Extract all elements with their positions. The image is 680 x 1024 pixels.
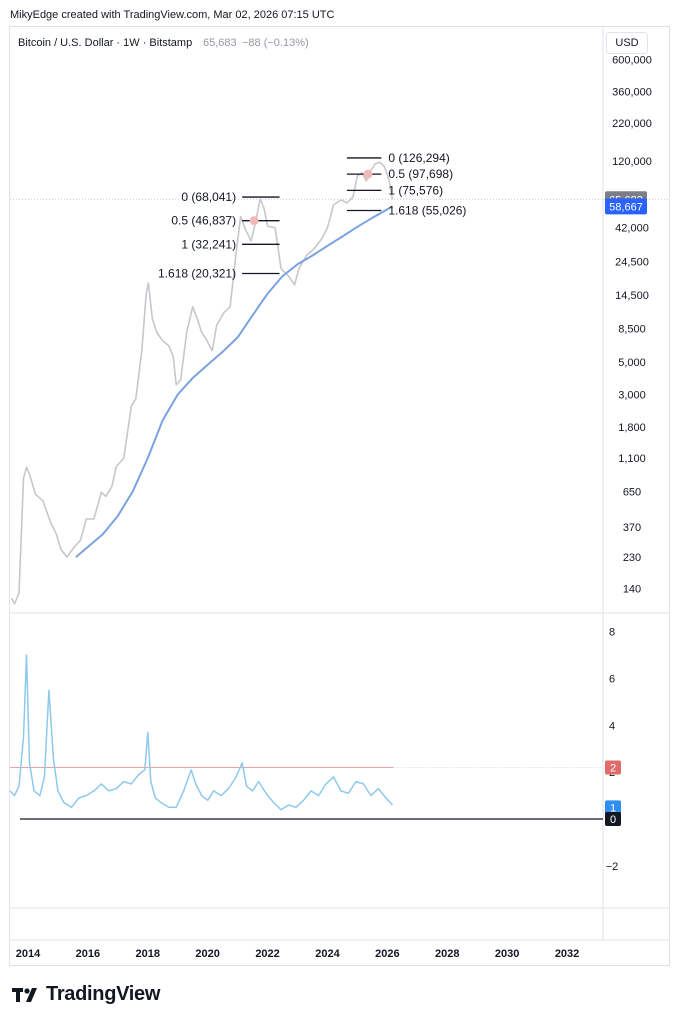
oscillator-level-label: 1 <box>610 802 616 814</box>
time-axis-tick-label: 2030 <box>495 948 519 960</box>
fib-level-label: 0.5 (97,698) <box>388 167 453 181</box>
oscillator-axis-tick-label: −2 <box>606 861 619 873</box>
fib-midpoint-marker <box>249 216 259 226</box>
price-axis-tick-label: 1,100 <box>618 453 646 465</box>
oscillator-level-1-line-label-bg <box>605 800 621 815</box>
fib-level-label: 1 (75,576) <box>388 183 443 197</box>
tradingview-logo[interactable]: TradingView <box>12 983 160 1006</box>
price-axis-tick-label: 230 <box>623 552 641 564</box>
price-series-line <box>10 161 394 605</box>
currency-button[interactable]: USD <box>606 32 648 54</box>
price-axis-tick-label: 140 <box>623 583 641 595</box>
oscillator-level-2-line-label-bg <box>605 760 621 775</box>
chart-credit: MikyEdge created with TradingView.com, M… <box>10 9 335 21</box>
moving-average-price-label-bg <box>605 198 647 215</box>
time-axis-tick-label: 2026 <box>375 948 399 960</box>
tradingview-logo-text: TradingView <box>46 983 161 1005</box>
fib-level-label: 1.618 (55,026) <box>388 203 466 217</box>
time-axis-tick-label: 2024 <box>315 948 340 960</box>
fib-level-label: 1.618 (20,321) <box>158 267 236 281</box>
oscillator-level-label: 2 <box>610 763 616 775</box>
legend-price: 65,683 <box>203 37 237 49</box>
oscillator-axis-tick-label: 4 <box>609 720 615 732</box>
fib-midpoint-marker <box>363 169 373 179</box>
price-axis-tick-label: 650 <box>623 486 641 498</box>
price-axis-tick-label: 5,000 <box>618 357 646 369</box>
price-axis-tick-label: 1,800 <box>618 422 646 434</box>
time-axis-tick-label: 2018 <box>136 948 160 960</box>
oscillator-level-0-line-label-bg <box>605 812 621 827</box>
price-axis-tick-label: 42,000 <box>615 223 649 235</box>
moving-average-line <box>75 205 394 558</box>
time-axis-tick-label: 2016 <box>76 948 100 960</box>
tradingview-logo-icon <box>12 987 37 1002</box>
time-axis: 2014 2016 2018 2020 2022 2024 2026 2028 2030 2032 <box>16 948 580 960</box>
time-axis-tick-label: 2022 <box>255 948 279 960</box>
fib-level-label: 0.5 (46,837) <box>171 214 236 228</box>
price-axis-tick-label: 24,500 <box>615 257 649 269</box>
price-axis-tick-label: 120,000 <box>612 156 652 168</box>
price-axis-tick-label: 14,500 <box>615 290 649 302</box>
chart-frame <box>9 26 670 966</box>
fib-level-label: 0 (68,041) <box>181 190 236 204</box>
oscillator-level-label: 0 <box>610 814 616 826</box>
price-axis-tick-label: 3,000 <box>618 390 646 402</box>
price-axis-tick-label: 370 <box>623 522 641 534</box>
time-axis-tick-label: 2028 <box>435 948 459 960</box>
oscillator-axis-tick-label: 6 <box>609 674 615 686</box>
time-axis-tick-label: 2014 <box>16 948 41 960</box>
price-axis-tick-label: 8,500 <box>618 324 646 336</box>
price-axis-tick-label: 360,000 <box>612 87 652 99</box>
fib-level-label: 1 (32,241) <box>181 237 236 251</box>
price-pane: 600,000 360,000 220,000 120,000 42,000 24,500… <box>10 54 669 605</box>
price-axis-tick-label: 220,000 <box>612 118 652 130</box>
moving-average-price-label: 58,667 <box>609 201 643 213</box>
oscillator-axis-tick-label: 8 <box>609 627 615 639</box>
legend-change: −88 (−0.13%) <box>242 37 309 49</box>
time-axis-tick-label: 2032 <box>555 948 579 960</box>
fib-level-label: 0 (126,294) <box>388 151 449 165</box>
oscillator-series-line <box>9 654 394 811</box>
time-axis-tick-label: 2020 <box>195 948 219 960</box>
price-axis-tick-label: 600,000 <box>612 54 652 66</box>
legend-symbol: Bitcoin / U.S. Dollar · 1W · Bitstamp <box>18 37 192 49</box>
